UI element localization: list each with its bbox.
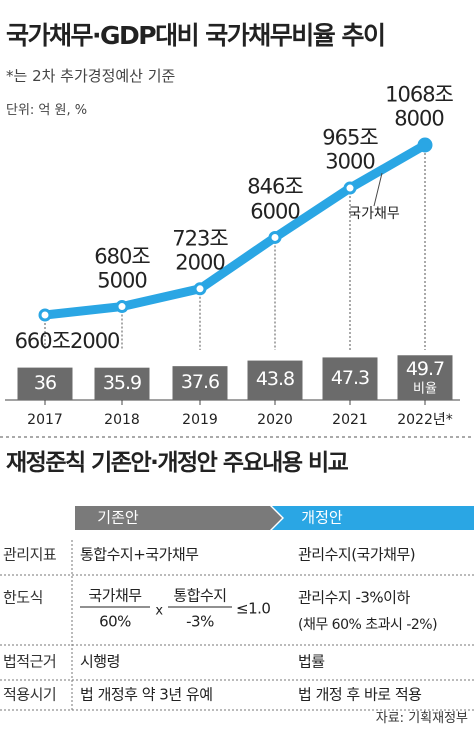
line bbox=[40, 140, 430, 320]
cell: (채무 60% 초과시 -2%) bbox=[298, 616, 438, 633]
bar-label: 47.3 bbox=[330, 366, 370, 389]
bar-label: 36 bbox=[33, 371, 57, 394]
column-header: 개정안 bbox=[301, 508, 343, 527]
unit: 단위: 억 원, % bbox=[6, 103, 88, 118]
bar-label: 37.6 bbox=[180, 371, 220, 394]
series-label: 비율 bbox=[413, 381, 437, 397]
cell: 시행령 bbox=[80, 652, 120, 671]
point bbox=[268, 230, 282, 244]
bar bbox=[172, 366, 228, 400]
table-rules bbox=[0, 540, 474, 711]
x-tick-label: 2021 bbox=[332, 411, 368, 428]
series-label: 국가채무 bbox=[348, 206, 400, 222]
x-tick-label: 2017 bbox=[27, 411, 63, 428]
x-tick-label: 2022년* bbox=[397, 411, 453, 428]
chart-title: 국가채무·GDP대비 국가채무비율 추이 bbox=[6, 21, 386, 50]
point bbox=[193, 282, 207, 296]
row-label: 관리지표 bbox=[3, 545, 57, 564]
leader-line bbox=[373, 172, 383, 207]
subtitle: *는 2차 추가경정예산 기준 bbox=[6, 67, 176, 85]
bar bbox=[17, 367, 73, 400]
formula-part: 60% bbox=[99, 612, 131, 631]
point bbox=[343, 181, 357, 195]
cell: 법률 bbox=[298, 652, 325, 671]
x-tick-label: 2018 bbox=[104, 411, 140, 428]
value-label: 680조 5000 bbox=[94, 244, 150, 293]
value-label: 660조2000 bbox=[14, 328, 121, 353]
row-label: 적용시기 bbox=[3, 685, 57, 704]
value-label: 965조 3000 bbox=[322, 125, 378, 174]
bar-label: 35.9 bbox=[102, 371, 142, 394]
point bbox=[115, 300, 129, 314]
value-label: 1068조 8000 bbox=[385, 82, 454, 131]
row-label: 한도식 bbox=[3, 588, 43, 607]
bar-label: 43.8 bbox=[255, 368, 295, 391]
row-label: 법적근거 bbox=[3, 652, 57, 671]
bar bbox=[247, 360, 303, 400]
table-title: 재정준칙 기존안·개정안 주요내용 비교 bbox=[6, 450, 349, 476]
formula-part: ≤1.0 bbox=[236, 599, 271, 618]
x-tick-label: 2020 bbox=[257, 411, 293, 428]
cell: 법 개정후 약 3년 유예 bbox=[80, 685, 213, 704]
point bbox=[417, 137, 433, 153]
cell: 통합수지+국가채무 bbox=[80, 545, 199, 564]
column-header: 기존안 bbox=[97, 508, 139, 527]
source: 자료: 기획재정부 bbox=[375, 711, 468, 726]
bar bbox=[322, 357, 378, 400]
x-tick-label: 2019 bbox=[182, 411, 218, 428]
formula-part: -3% bbox=[186, 612, 214, 631]
value-label: 723조 2000 bbox=[172, 226, 228, 275]
bar bbox=[94, 367, 150, 400]
point bbox=[38, 308, 52, 322]
formula-part: 통합수지 bbox=[173, 586, 227, 605]
cell: 관리수지 -3%이하 bbox=[298, 588, 410, 607]
formula-part: x bbox=[155, 603, 163, 619]
cell: 법 개정 후 바로 적용 bbox=[298, 685, 422, 704]
cell: 관리수지(국가채무) bbox=[298, 545, 416, 564]
formula-part: 국가채무 bbox=[88, 586, 142, 605]
arrow-after bbox=[272, 506, 474, 530]
arrow-before bbox=[75, 506, 282, 530]
bar bbox=[397, 355, 453, 400]
value-label: 846조 6000 bbox=[247, 175, 303, 224]
bar-label: 49.7 bbox=[405, 357, 445, 380]
